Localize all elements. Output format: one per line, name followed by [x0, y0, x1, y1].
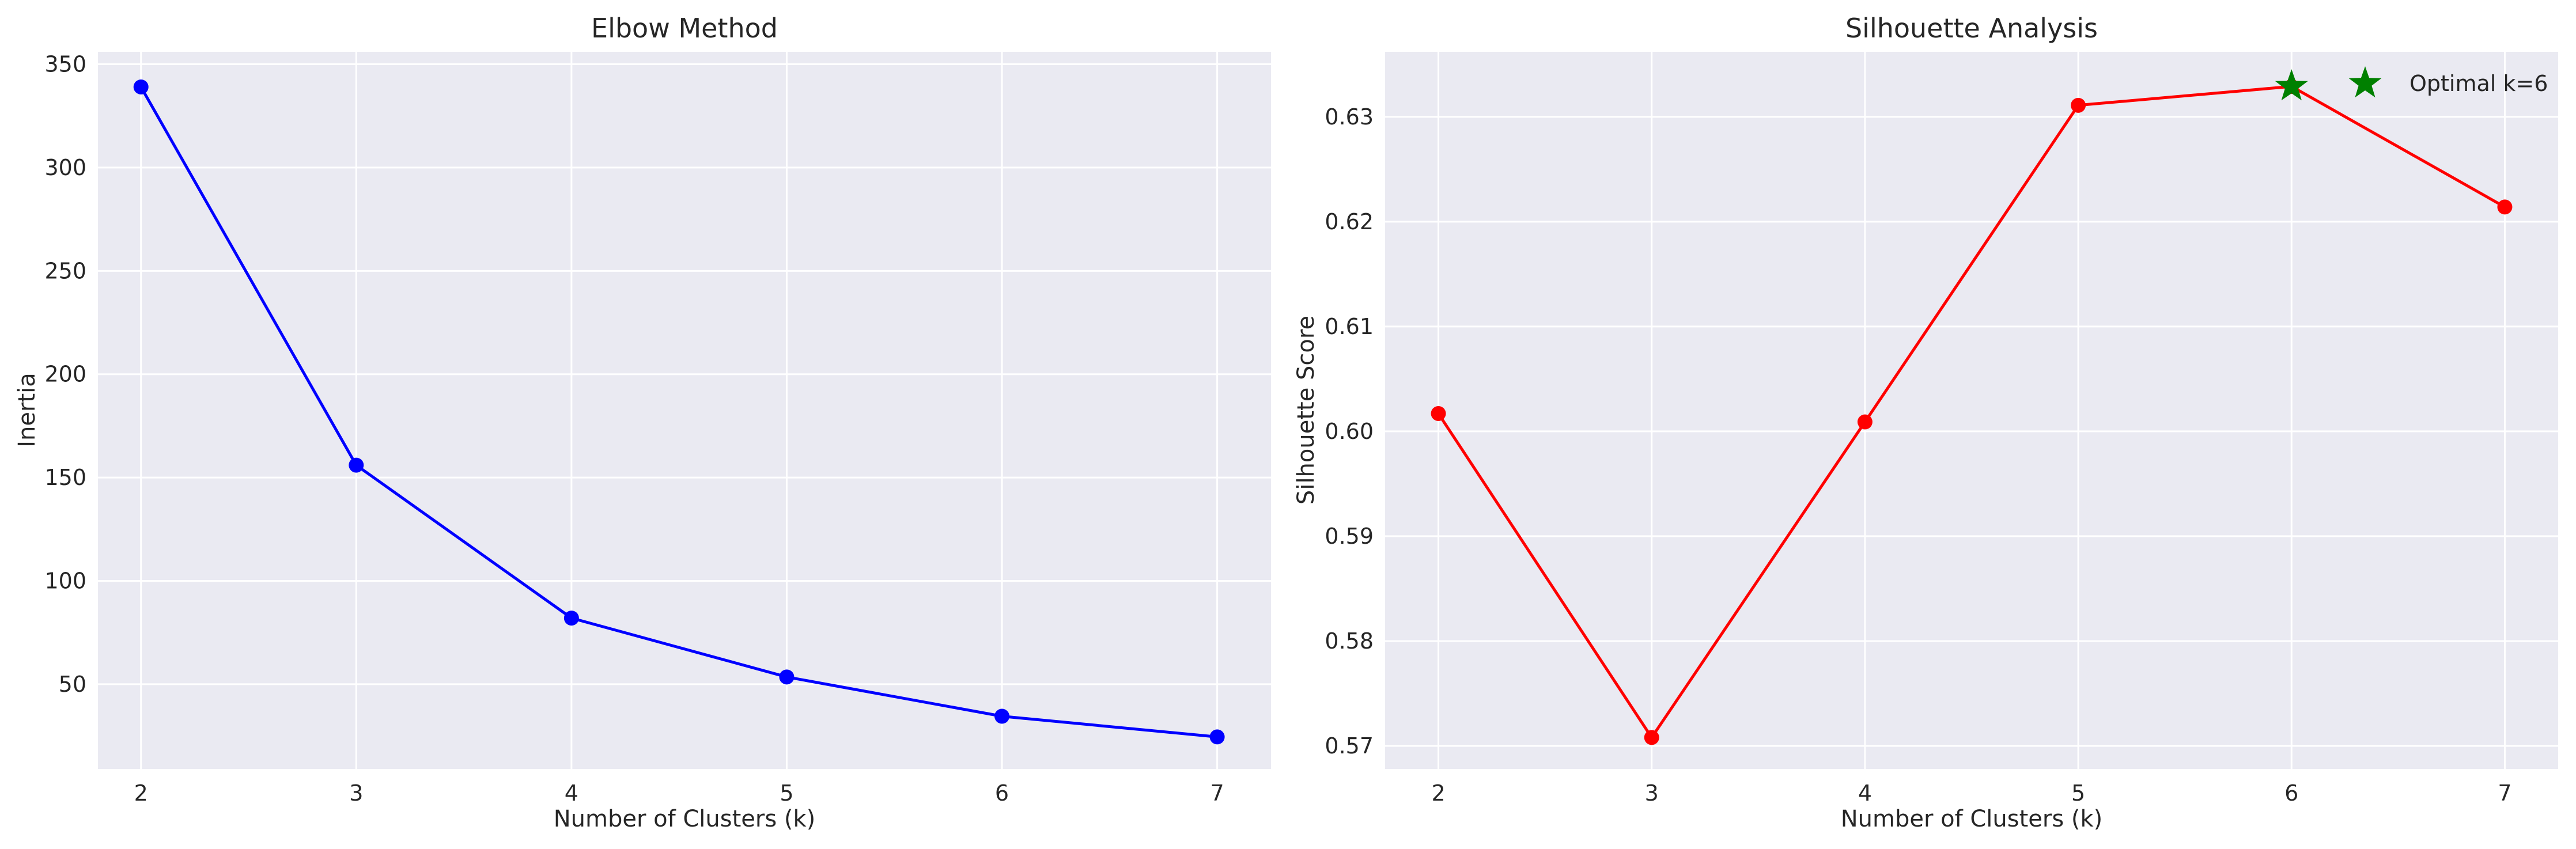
data-point	[563, 611, 579, 626]
y-tick-label: 50	[59, 672, 86, 697]
y-tick-labels: 0.57 0.58 0.59 0.60 0.61 0.62 0.63	[1325, 104, 1374, 759]
x-tick-labels: 2 3 4 5 6 7	[134, 780, 1224, 806]
plot-background	[1385, 52, 2558, 769]
data-point	[994, 708, 1010, 724]
silhouette-chart: 2 3 4 5 6 7 0.57 0.58 0.59 0.60 0.61 0.62 0.63 Silh…	[1293, 13, 2558, 832]
elbow-chart: 2 3 4 5 6 7 50 100 150 200 250 300 350 Elbow Method…	[14, 13, 1271, 832]
x-tick-label: 7	[1211, 780, 1224, 806]
x-tick-label: 4	[565, 780, 578, 806]
y-tick-label: 0.57	[1325, 733, 1374, 759]
chart-title: Silhouette Analysis	[1845, 13, 2098, 44]
y-tick-label: 350	[44, 52, 86, 77]
annotation-group	[2275, 69, 2308, 101]
series-line	[1437, 85, 2506, 739]
x-tick-label: 5	[2071, 780, 2085, 806]
y-tick-label: 150	[44, 465, 86, 490]
x-tick-label: 2	[1431, 780, 1445, 806]
y-tick-label: 300	[44, 155, 86, 180]
y-tick-labels: 50 100 150 200 250 300 350	[44, 52, 86, 697]
x-tick-label: 3	[349, 780, 363, 806]
data-point	[2497, 199, 2513, 215]
y-axis-label: Silhouette Score	[1293, 316, 1319, 505]
x-axis-label: Number of Clusters (k)	[1841, 806, 2103, 832]
data-point	[1644, 730, 1659, 745]
y-tick-label: 0.59	[1325, 524, 1374, 549]
x-tick-label: 7	[2498, 780, 2511, 806]
x-tick-labels: 2 3 4 5 6 7	[1431, 780, 2511, 806]
gridlines	[1385, 52, 2558, 769]
y-tick-label: 0.60	[1325, 419, 1374, 444]
y-axis-label: Inertia	[14, 373, 40, 448]
y-tick-label: 0.58	[1325, 628, 1374, 654]
y-tick-label: 250	[44, 258, 86, 283]
y-tick-label: 0.61	[1325, 314, 1374, 339]
x-tick-label: 6	[995, 780, 1009, 806]
x-tick-label: 3	[1645, 780, 1659, 806]
legend-label: Optimal k=6	[2409, 71, 2548, 96]
data-point	[2071, 97, 2086, 113]
chart-title: Elbow Method	[591, 13, 778, 44]
legend-star-icon	[2348, 66, 2382, 98]
data-point	[349, 457, 364, 473]
plot-background	[98, 52, 1271, 769]
x-tick-label: 4	[1858, 780, 1872, 806]
gridlines	[98, 52, 1271, 769]
series-group	[133, 79, 1225, 745]
series-line	[139, 86, 1217, 738]
y-tick-label: 0.63	[1325, 104, 1374, 130]
data-point	[779, 669, 795, 685]
x-tick-label: 6	[2284, 780, 2298, 806]
y-tick-label: 200	[44, 362, 86, 387]
data-point	[1857, 414, 1873, 430]
x-tick-label: 2	[134, 780, 148, 806]
data-point	[133, 79, 149, 94]
y-tick-label: 100	[44, 568, 86, 594]
data-point	[1431, 405, 1446, 421]
x-tick-label: 5	[780, 780, 793, 806]
data-point	[1209, 729, 1225, 745]
optimal-k-star-marker	[2275, 69, 2308, 101]
x-axis-label: Number of Clusters (k)	[554, 806, 816, 832]
y-tick-label: 0.62	[1325, 209, 1374, 234]
legend: Optimal k=6	[2348, 66, 2548, 98]
